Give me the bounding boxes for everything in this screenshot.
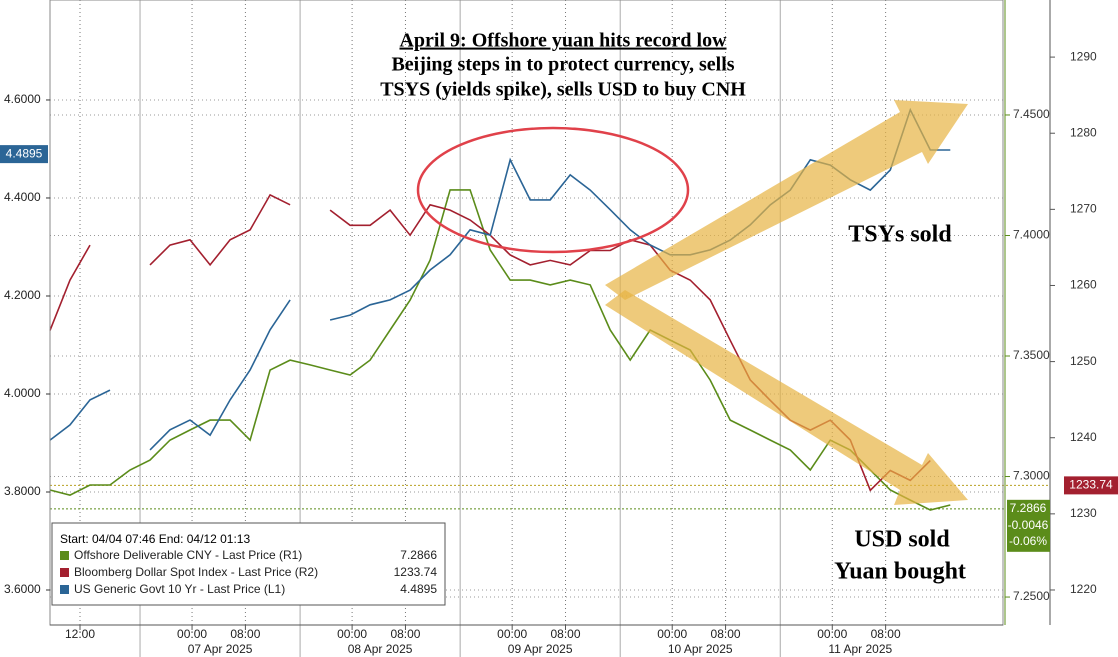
- x-tick-label: 08:00: [871, 627, 901, 641]
- value-tag: [1064, 476, 1118, 495]
- title-line: TSYS (yields spike), sells USD to buy CN…: [380, 79, 746, 101]
- legend-box: [51, 522, 446, 606]
- y3-tick-label: 1240: [1070, 430, 1097, 444]
- legend-swatch: [60, 551, 69, 560]
- x-tick-label: 00:00: [497, 627, 527, 641]
- legend-value: 7.2866: [400, 548, 437, 562]
- y3-tick-label: 1230: [1070, 506, 1097, 520]
- legend-value: 4.4895: [400, 582, 437, 596]
- x-tick-label: 00:00: [657, 627, 687, 641]
- value-tag-label: 4.4895: [6, 146, 43, 160]
- legend-label: Bloomberg Dollar Spot Index - Last Price…: [74, 565, 318, 579]
- date-label: 10 Apr 2025: [668, 642, 733, 656]
- value-tag: [0, 145, 48, 164]
- date-label: 11 Apr 2025: [828, 642, 892, 656]
- x-tick-label: 00:00: [817, 627, 847, 641]
- date-label: 08 Apr 2025: [348, 642, 413, 656]
- legend-label: Offshore Deliverable CNY - Last Price (R…: [74, 548, 302, 562]
- legend-rows: Offshore Deliverable CNY - Last Price (R…: [60, 548, 437, 596]
- y-tick-label: 4.4000: [4, 190, 41, 204]
- title-line: April 9: Offshore yuan hits record low: [399, 30, 727, 52]
- x-tick-label: 08:00: [550, 627, 580, 641]
- date-label: 09 Apr 2025: [508, 642, 573, 656]
- legend-header: Start: 04/04 07:46 End: 04/12 01:13: [60, 532, 250, 546]
- annotation: Yuan bought: [834, 559, 966, 585]
- value-tag-label: -0.06%: [1009, 534, 1047, 548]
- value-tag: [1007, 499, 1050, 552]
- legend-label: US Generic Govt 10 Yr - Last Price (L1): [74, 582, 285, 596]
- value-tag-label: 7.2866: [1010, 501, 1047, 515]
- y2-tick-label: 7.4000: [1013, 228, 1050, 242]
- value-tag-label: -0.0046: [1008, 518, 1049, 532]
- up-arrow: [605, 100, 968, 300]
- date-label: 07 Apr 2025: [188, 642, 253, 656]
- y3-tick-label: 1280: [1070, 125, 1097, 139]
- legend-swatch: [60, 585, 69, 594]
- x-tick-label: 00:00: [177, 627, 207, 641]
- x-tick-label: 12:00: [65, 627, 95, 641]
- series-line: [49, 189, 951, 511]
- x-tick-label: 08:00: [711, 627, 741, 641]
- y3-tick-label: 1260: [1070, 278, 1097, 292]
- highlight-ellipse: [416, 126, 690, 254]
- title-line: Beijing steps in to protect currency, se…: [391, 54, 734, 76]
- value-tag-label: 1233.74: [1069, 478, 1113, 492]
- legend-swatch: [60, 568, 69, 577]
- y2-tick-label: 7.2500: [1013, 589, 1050, 603]
- y-tick-label: 4.2000: [4, 288, 41, 302]
- x-tick-label: 08:00: [230, 627, 260, 641]
- y3-tick-label: 1290: [1070, 49, 1097, 63]
- annotation: TSYs sold: [848, 222, 952, 248]
- x-tick-label: 00:00: [337, 627, 367, 641]
- x-tick-label: 08:00: [390, 627, 420, 641]
- y3-tick-label: 1270: [1070, 202, 1097, 216]
- legend-value: 1233.74: [394, 565, 438, 579]
- y-tick-label: 4.6000: [4, 92, 41, 106]
- down-arrow: [605, 290, 968, 505]
- y-tick-label: 3.6000: [4, 582, 41, 596]
- grid-layer: [50, 0, 1050, 657]
- y-tick-label: 4.0000: [4, 386, 41, 400]
- y-tick-label: 3.8000: [4, 484, 41, 498]
- legend: Start: 04/04 07:46 End: 04/12 01:13: [51, 522, 446, 606]
- annotation: USD sold: [854, 527, 950, 553]
- y3-tick-label: 1220: [1070, 582, 1097, 596]
- y3-tick-label: 1250: [1070, 354, 1097, 368]
- y2-tick-label: 7.3000: [1013, 469, 1050, 483]
- y2-tick-label: 7.4500: [1013, 107, 1050, 121]
- y2-tick-label: 7.3500: [1013, 348, 1050, 362]
